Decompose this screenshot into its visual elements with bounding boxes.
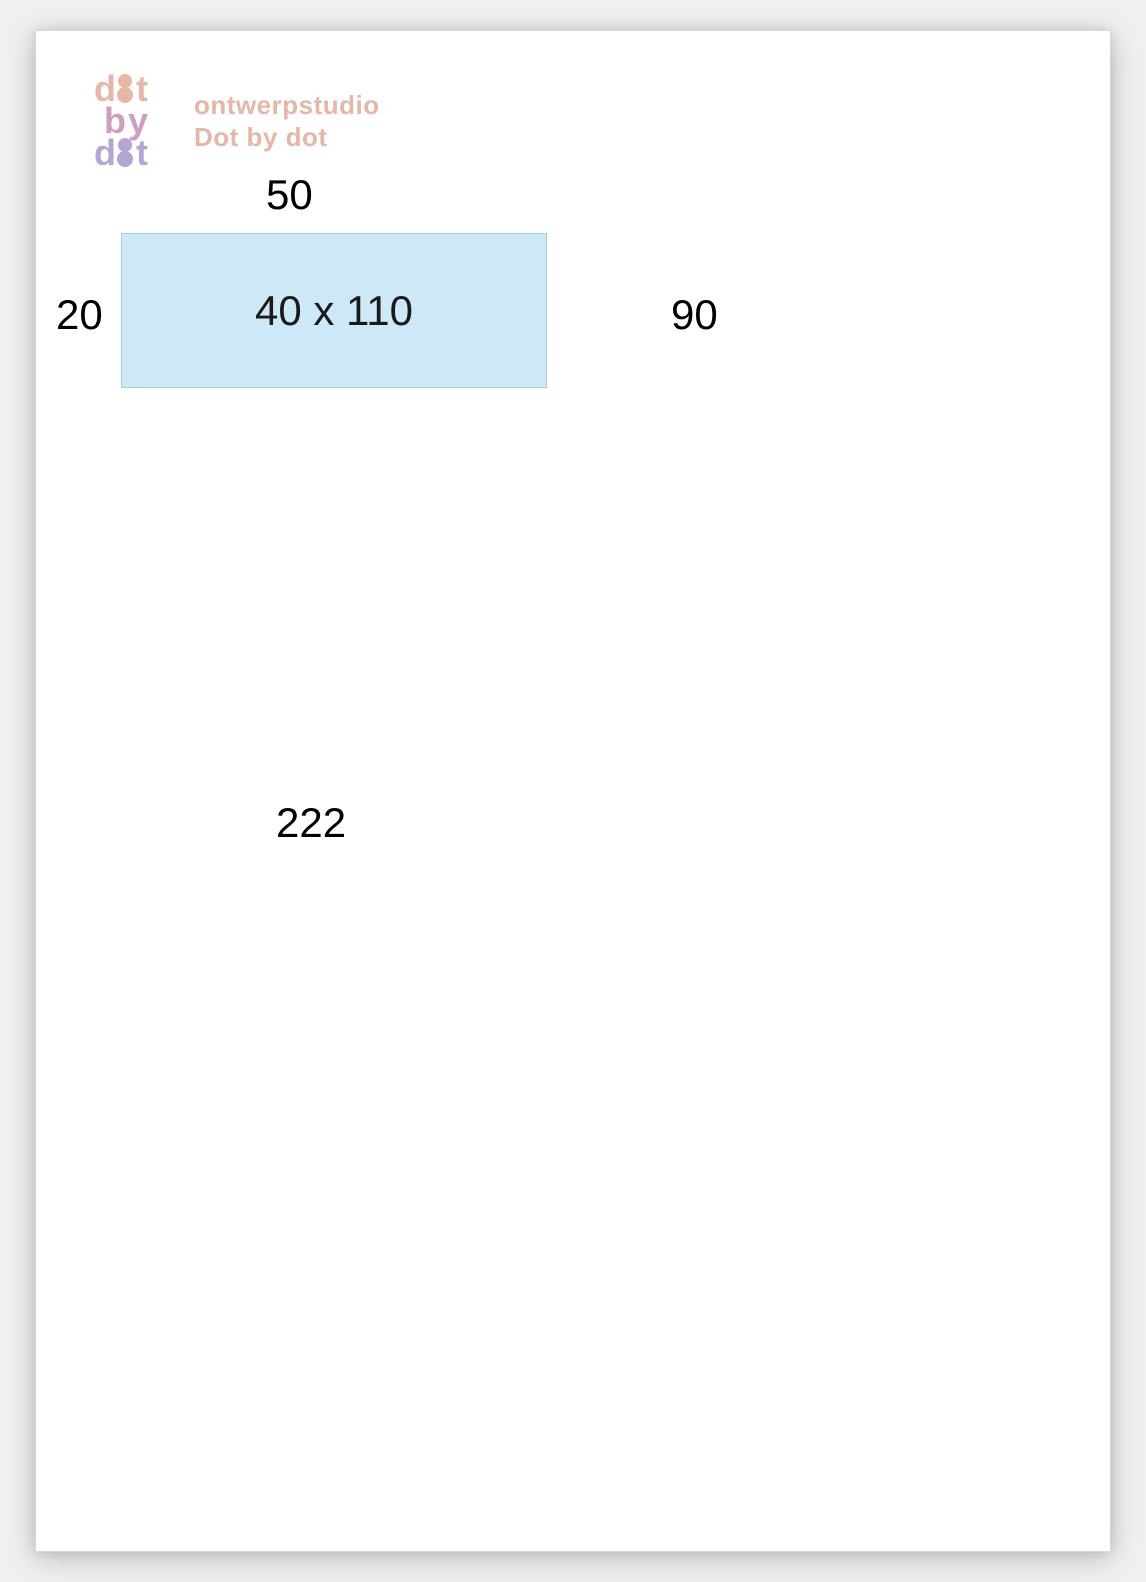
margin-right-label: 90 <box>671 291 718 339</box>
logo-text: ontwerpstudio Dot by dot <box>194 89 380 154</box>
margin-left-label: 20 <box>56 291 103 339</box>
address-window: 40 x 110 <box>121 233 547 388</box>
svg-text:t: t <box>136 132 148 171</box>
margin-top-label: 50 <box>266 171 313 219</box>
address-window-label: 40 x 110 <box>255 287 413 335</box>
logo-block: d t b y d t ontwerpstudio Dot by dot <box>86 71 380 171</box>
sheet: d t b y d t ontwerpstudio Dot by dot 40 … <box>35 30 1111 1552</box>
svg-text:d: d <box>94 132 116 171</box>
logo-icon: d t b y d t <box>86 71 176 171</box>
logo-text-line2: Dot by dot <box>194 121 380 154</box>
margin-bottom-label: 222 <box>276 799 346 847</box>
logo-text-line1: ontwerpstudio <box>194 89 380 122</box>
